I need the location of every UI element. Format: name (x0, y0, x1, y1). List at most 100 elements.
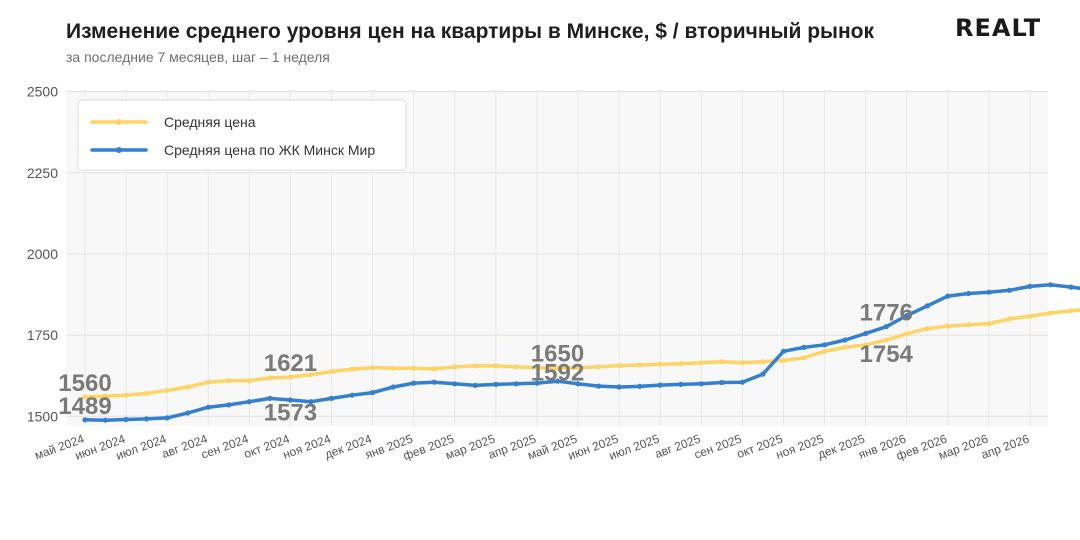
data-point-avg (226, 378, 232, 384)
data-point-avg (123, 392, 129, 398)
data-point-avg (698, 360, 704, 366)
data-point-avg (657, 361, 663, 367)
data-point-avg (144, 390, 150, 397)
data-point-avg (904, 331, 910, 337)
data-point-avg (370, 365, 376, 371)
data-point-avg (411, 365, 417, 371)
data-point-mir (842, 337, 848, 343)
data-point-avg (739, 360, 746, 366)
data-point-mir (1068, 284, 1074, 290)
data-point-mir (637, 383, 643, 389)
data-point-avg (780, 357, 787, 363)
data-point-avg (554, 365, 561, 371)
data-point-mir (246, 399, 252, 405)
data-point-mir (123, 416, 129, 423)
data-point-mir (452, 381, 458, 387)
value-annotation: 1754 (860, 341, 914, 368)
data-point-mir (883, 324, 889, 330)
data-point-avg (637, 362, 643, 368)
data-point-avg (1006, 316, 1013, 322)
realt-logo: REALT (955, 14, 1042, 42)
legend-marker-avg (116, 119, 122, 125)
data-point-mir (760, 371, 766, 377)
data-point-avg (513, 364, 520, 370)
data-point-mir (863, 330, 869, 337)
data-point-mir (698, 381, 704, 387)
data-point-mir (370, 390, 376, 396)
data-point-avg (596, 364, 602, 370)
data-point-mir (945, 293, 951, 299)
data-point-avg (822, 348, 828, 354)
legend-label-avg: Средняя цена (164, 114, 256, 130)
data-point-avg (863, 342, 869, 348)
data-point-mir (308, 399, 314, 405)
data-point-avg (82, 394, 88, 400)
data-point-avg (616, 363, 622, 369)
data-point-avg (1027, 313, 1033, 319)
data-point-avg (308, 372, 314, 378)
data-point-avg (1068, 308, 1074, 314)
value-annotation: 1592 (531, 359, 584, 386)
data-point-mir (1006, 287, 1013, 293)
data-point-avg (493, 363, 499, 369)
y-tick-label: 1750 (27, 327, 58, 343)
data-point-avg (760, 359, 766, 365)
data-point-avg (328, 368, 335, 375)
data-point-mir (801, 344, 807, 350)
data-point-avg (349, 366, 355, 372)
data-point-avg (164, 387, 170, 393)
value-annotation: 1650 (531, 341, 584, 368)
data-point-mir (924, 303, 930, 309)
data-point-avg (1047, 310, 1054, 316)
data-point-avg (102, 393, 109, 399)
data-point-mir (431, 379, 437, 385)
data-point-avg (883, 337, 889, 343)
data-point-mir (719, 379, 725, 386)
legend-box (77, 99, 407, 171)
data-point-avg (185, 384, 191, 390)
data-point-mir (226, 402, 232, 408)
data-point-avg (431, 366, 437, 372)
data-point-mir (287, 397, 293, 403)
x-tick-label: апр 2026 (979, 432, 1031, 462)
data-point-mir (965, 290, 972, 297)
data-point-mir (657, 382, 663, 388)
data-point-mir (411, 380, 417, 386)
data-point-avg (246, 378, 252, 384)
data-point-avg (452, 364, 458, 370)
data-point-mir (513, 381, 520, 387)
data-point-mir (164, 415, 170, 421)
value-annotation: 1489 (58, 393, 111, 420)
data-point-mir (739, 379, 746, 385)
data-point-avg (719, 359, 725, 365)
data-point-avg (575, 365, 581, 371)
data-point-mir (575, 381, 581, 387)
value-annotation: 1573 (264, 400, 317, 427)
data-point-mir (904, 313, 910, 319)
legend-marker-mir (116, 147, 122, 153)
data-point-mir (822, 342, 828, 348)
data-point-mir (102, 417, 109, 423)
data-point-avg (842, 344, 848, 350)
data-point-mir (554, 378, 561, 384)
y-tick-label: 2000 (27, 246, 58, 262)
series-line-avg (83, 308, 1080, 399)
data-point-mir (390, 384, 396, 390)
value-annotation: 1776 (860, 300, 913, 327)
y-tick-label: 1500 (27, 408, 58, 424)
data-point-mir (493, 381, 499, 387)
legend-label-mir: Средняя цена по ЖК Минск Мир (164, 142, 375, 158)
data-point-avg (390, 365, 396, 371)
data-point-avg (945, 323, 951, 329)
data-point-mir (596, 383, 602, 389)
data-point-mir (349, 392, 355, 398)
data-point-mir (267, 395, 273, 401)
chart-subtitle: за последние 7 месяцев, шаг – 1 неделя (66, 49, 330, 65)
value-annotation: 1621 (264, 350, 317, 377)
data-point-mir (472, 382, 478, 388)
data-point-avg (534, 365, 540, 371)
data-point-avg (965, 322, 972, 328)
data-point-avg (205, 379, 211, 385)
data-point-mir (678, 381, 684, 387)
